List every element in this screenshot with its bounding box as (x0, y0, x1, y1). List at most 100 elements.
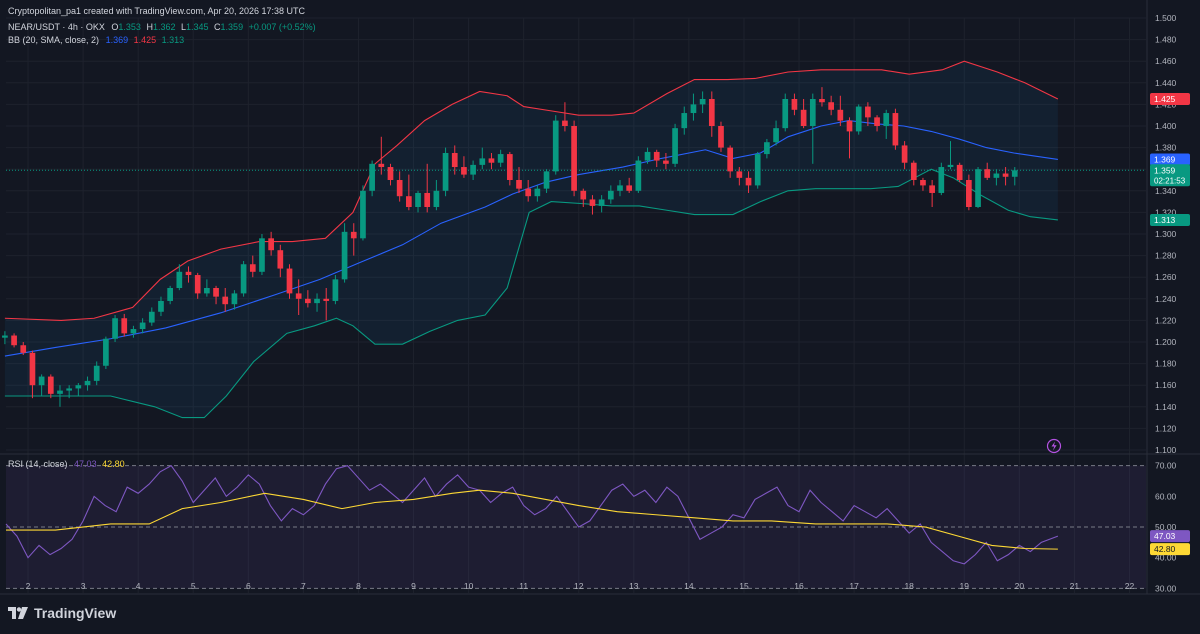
candle[interactable] (1011, 167, 1018, 186)
candle[interactable] (424, 163, 431, 213)
candle[interactable] (103, 336, 109, 369)
candle[interactable] (148, 307, 155, 326)
candle[interactable] (984, 162, 991, 180)
candle[interactable] (598, 195, 605, 213)
candle[interactable] (993, 169, 1000, 186)
candle[interactable] (745, 171, 752, 193)
candle[interactable] (809, 93, 816, 164)
candle[interactable] (516, 167, 522, 193)
candle[interactable] (947, 141, 954, 170)
candle[interactable] (874, 115, 880, 132)
candle[interactable] (525, 180, 532, 202)
candle[interactable] (158, 296, 164, 317)
candle[interactable] (66, 385, 73, 399)
candle[interactable] (929, 180, 935, 207)
candle[interactable] (185, 266, 192, 283)
candle[interactable] (433, 180, 440, 211)
candle[interactable] (653, 149, 660, 168)
candle[interactable] (268, 231, 274, 256)
candle[interactable] (626, 177, 633, 193)
candle[interactable] (580, 188, 587, 207)
candle[interactable] (883, 109, 890, 139)
candle[interactable] (1002, 167, 1009, 186)
candle[interactable] (552, 115, 559, 175)
candle[interactable] (396, 171, 403, 202)
candle[interactable] (828, 95, 834, 116)
candle[interactable] (323, 288, 330, 321)
candle[interactable] (534, 185, 541, 202)
candle[interactable] (286, 264, 293, 299)
candle[interactable] (139, 318, 146, 334)
candle[interactable] (470, 160, 476, 180)
candle[interactable] (736, 167, 743, 186)
candle[interactable] (672, 123, 678, 168)
candle[interactable] (121, 313, 128, 337)
candle[interactable] (754, 151, 761, 189)
candle[interactable] (451, 145, 458, 175)
candle[interactable] (93, 361, 100, 386)
candle[interactable] (259, 234, 265, 276)
candle[interactable] (727, 145, 734, 178)
candle[interactable] (562, 102, 568, 132)
candle[interactable] (819, 87, 825, 107)
candle[interactable] (920, 177, 926, 191)
candle[interactable] (369, 160, 375, 197)
candle[interactable] (571, 120, 577, 197)
candle[interactable] (314, 293, 320, 312)
candle[interactable] (855, 104, 862, 135)
candle[interactable] (938, 162, 945, 196)
candle[interactable] (277, 244, 284, 278)
candle[interactable] (295, 279, 302, 315)
candle[interactable] (892, 108, 899, 150)
candle[interactable] (488, 153, 495, 170)
candle[interactable] (213, 285, 219, 305)
candle[interactable] (47, 374, 54, 399)
candle[interactable] (29, 350, 36, 399)
candle[interactable] (699, 91, 706, 114)
candle[interactable] (194, 272, 201, 299)
candle[interactable] (130, 325, 137, 338)
candle[interactable] (240, 261, 247, 297)
candle[interactable] (360, 185, 366, 241)
candle[interactable] (718, 121, 724, 152)
candle[interactable] (635, 156, 642, 193)
candle[interactable] (75, 383, 82, 396)
candle[interactable] (589, 195, 596, 215)
candle[interactable] (791, 93, 798, 116)
candle[interactable] (2, 331, 8, 345)
candle[interactable] (479, 147, 486, 170)
candle[interactable] (617, 180, 623, 197)
candle[interactable] (681, 106, 688, 135)
candle[interactable] (57, 385, 63, 407)
candle[interactable] (112, 315, 118, 342)
candle[interactable] (764, 138, 770, 159)
candle[interactable] (506, 151, 513, 186)
candle[interactable] (11, 333, 17, 348)
alert-icon[interactable] (1046, 438, 1062, 454)
rsi-label[interactable]: RSI (14, close) (8, 459, 68, 469)
candle[interactable] (305, 290, 311, 308)
candle[interactable] (543, 169, 550, 193)
candle[interactable] (461, 156, 467, 178)
bb-label[interactable]: BB (20, SMA, close, 2) (8, 35, 100, 45)
symbol-label[interactable]: NEAR/USDT · 4h · OKX (8, 22, 105, 32)
candle[interactable] (20, 342, 27, 355)
candle[interactable] (387, 163, 394, 186)
candle[interactable] (975, 167, 981, 209)
candle[interactable] (644, 147, 651, 164)
candle[interactable] (910, 160, 917, 186)
candle[interactable] (773, 120, 779, 146)
candle[interactable] (442, 147, 449, 197)
candle[interactable] (84, 376, 91, 391)
candle[interactable] (607, 185, 614, 204)
candle[interactable] (690, 93, 697, 121)
candle[interactable] (966, 174, 972, 211)
candle[interactable] (901, 141, 908, 170)
candle[interactable] (800, 99, 807, 129)
candle[interactable] (837, 95, 844, 126)
candle[interactable] (222, 288, 229, 312)
candle[interactable] (341, 223, 348, 283)
candle[interactable] (176, 264, 183, 291)
tradingview-logo[interactable]: TradingView (8, 605, 116, 621)
